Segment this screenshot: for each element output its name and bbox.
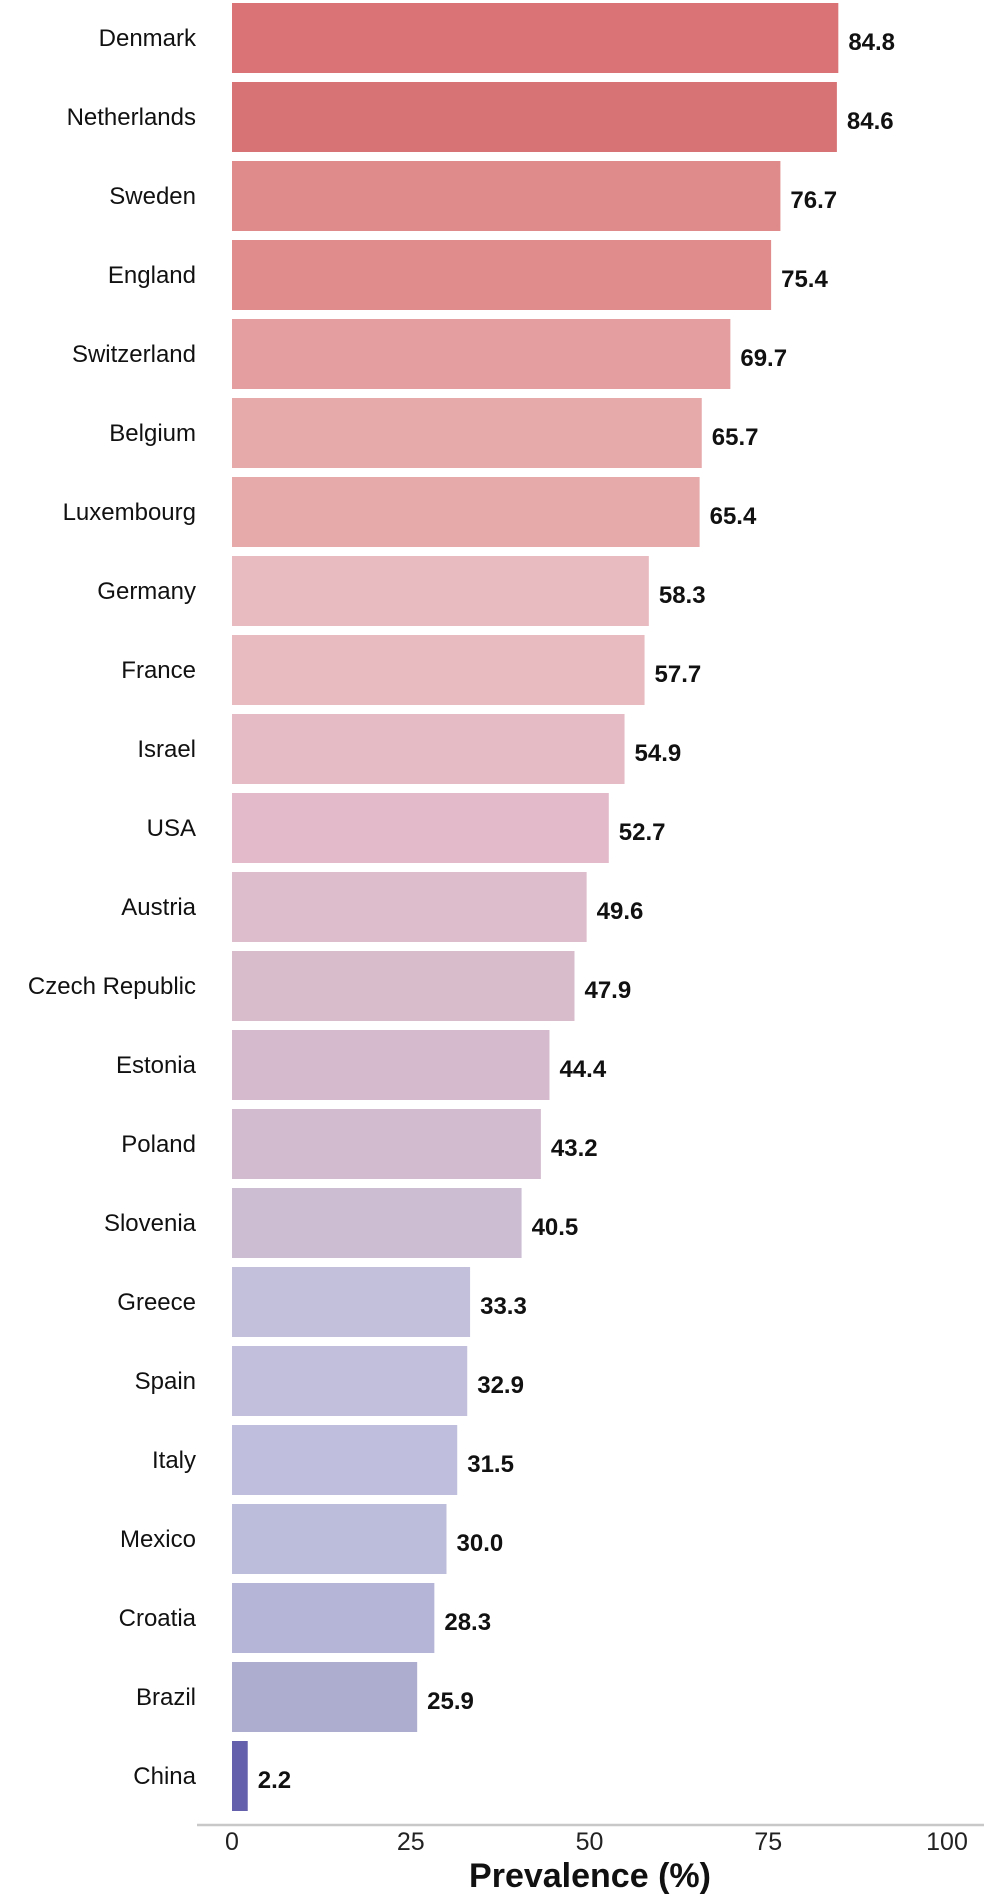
value-label: 2.2 [258, 1767, 291, 1794]
bar-croatia [232, 1583, 435, 1653]
value-label: 43.2 [551, 1135, 598, 1162]
bar-estonia [232, 1030, 550, 1100]
value-label: 65.7 [712, 424, 759, 451]
bar-england [232, 240, 772, 310]
x-tick-label: 25 [397, 1828, 425, 1856]
value-label: 54.9 [635, 740, 682, 767]
bar-spain [232, 1346, 468, 1416]
value-label: 32.9 [477, 1372, 524, 1399]
category-label: Netherlands [67, 104, 196, 131]
value-label: 57.7 [655, 661, 702, 688]
category-label: Estonia [116, 1052, 197, 1079]
category-label: Brazil [136, 1684, 196, 1711]
bar-poland [232, 1109, 541, 1179]
bar-usa [232, 793, 609, 863]
category-label: Switzerland [72, 341, 196, 368]
category-label: Germany [97, 578, 196, 605]
x-ticks-group: 0 25 50 75 100 [225, 1828, 968, 1856]
category-label: Croatia [119, 1605, 197, 1632]
bar-switzerland [232, 319, 731, 389]
bar-slovenia [232, 1188, 522, 1258]
category-label: France [121, 657, 196, 684]
value-label: 44.4 [559, 1056, 606, 1083]
category-label: Mexico [120, 1526, 196, 1553]
bar-belgium [232, 398, 702, 468]
category-label: Sweden [109, 183, 196, 210]
value-label: 33.3 [480, 1293, 527, 1320]
category-label: Israel [137, 736, 196, 763]
bar-germany [232, 556, 649, 626]
bar-luxembourg [232, 477, 700, 547]
value-label: 28.3 [444, 1609, 491, 1636]
value-label: 25.9 [427, 1688, 474, 1715]
category-label: China [133, 1763, 196, 1790]
bar-italy [232, 1425, 458, 1495]
category-label: Czech Republic [28, 973, 196, 1000]
category-label: Slovenia [104, 1210, 197, 1237]
value-label: 84.8 [848, 29, 895, 56]
x-tick-label: 75 [754, 1828, 782, 1856]
category-label: Spain [135, 1368, 196, 1395]
value-label: 30.0 [457, 1530, 504, 1557]
value-label: 76.7 [790, 187, 837, 214]
value-label: 65.4 [710, 503, 757, 530]
x-tick-label: 50 [576, 1828, 604, 1856]
x-tick-label: 100 [926, 1828, 968, 1856]
bar-china [232, 1741, 248, 1811]
value-label: 47.9 [584, 977, 631, 1004]
value-label: 52.7 [619, 819, 666, 846]
bar-austria [232, 872, 587, 942]
category-label: Poland [121, 1131, 196, 1158]
bar-greece [232, 1267, 471, 1337]
value-label: 58.3 [659, 582, 706, 609]
category-label: Luxembourg [63, 499, 196, 526]
bar-netherlands [232, 82, 837, 152]
category-label: England [108, 262, 196, 289]
bar-israel [232, 714, 625, 784]
value-label: 75.4 [781, 266, 828, 293]
category-label: Greece [117, 1289, 196, 1316]
x-axis-label: Prevalence (%) [469, 1857, 711, 1895]
value-label: 31.5 [467, 1451, 514, 1478]
value-label: 49.6 [597, 898, 644, 925]
bar-denmark [232, 3, 839, 73]
value-label: 69.7 [740, 345, 787, 372]
category-label: Denmark [99, 25, 197, 52]
category-label: Italy [152, 1447, 196, 1474]
value-label: 40.5 [532, 1214, 579, 1241]
bar-mexico [232, 1504, 447, 1574]
x-tick-label: 0 [225, 1828, 239, 1856]
bar-france [232, 635, 645, 705]
bar-czech-republic [232, 951, 575, 1021]
category-label: Belgium [109, 420, 196, 447]
category-label: Austria [121, 894, 196, 921]
bar-sweden [232, 161, 781, 231]
bar-brazil [232, 1662, 418, 1732]
value-label: 84.6 [847, 108, 894, 135]
bars-group: Denmark 84.8 Netherlands 84.6 Sweden 76.7 Engl… [28, 3, 895, 1811]
category-label: USA [147, 815, 196, 842]
